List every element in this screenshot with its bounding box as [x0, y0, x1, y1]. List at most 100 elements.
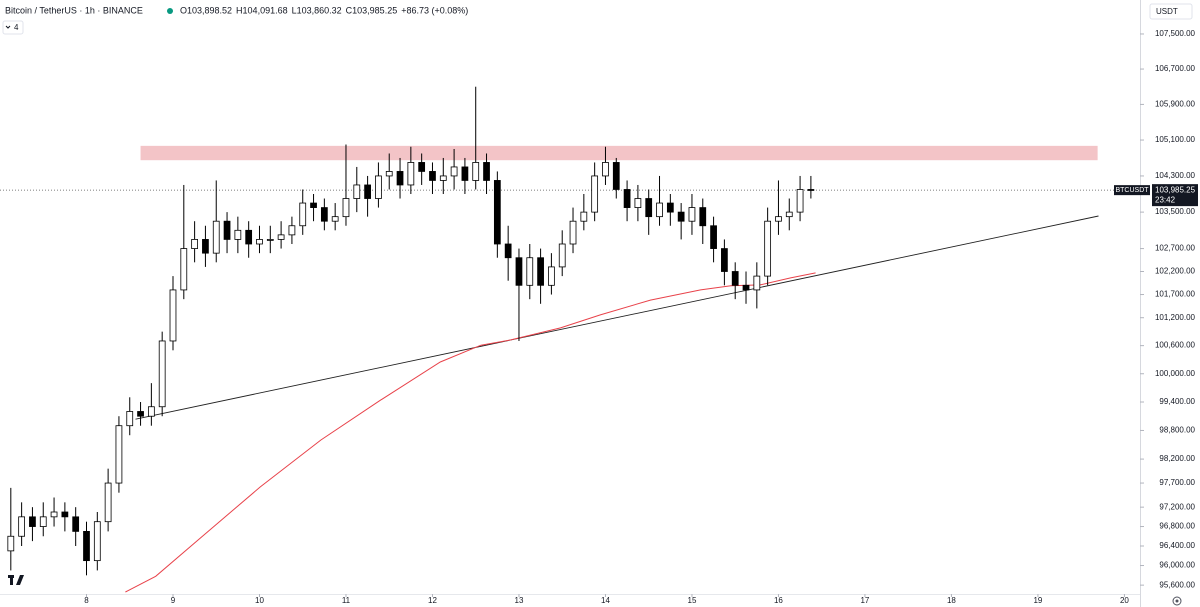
y-tick-label: 101,200.00: [1155, 313, 1196, 322]
chevron-icon: [5, 25, 11, 29]
y-tick-label: 103,500.00: [1155, 207, 1196, 216]
candle-body: [418, 162, 426, 172]
y-tick-label: 96,400.00: [1159, 541, 1195, 550]
candle-body: [753, 275, 761, 291]
candle-body: [320, 207, 328, 222]
candle-body: [504, 243, 512, 259]
candle-body: [277, 234, 285, 240]
ohlc-value: L103,860.32: [292, 5, 342, 15]
x-tick-label: 18: [947, 596, 956, 605]
last-price-box: [1152, 184, 1198, 207]
y-tick-label: 105,900.00: [1155, 100, 1196, 109]
tradingview-logo: [8, 575, 24, 585]
trendline: [135, 215, 1099, 420]
candle-body: [137, 411, 144, 417]
currency-button[interactable]: [1149, 3, 1193, 20]
candle-body: [83, 530, 90, 562]
candle-body: [515, 257, 523, 286]
candle-body: [385, 171, 393, 177]
candle-body: [429, 171, 436, 181]
market-status-dot[interactable]: [167, 8, 173, 14]
countdown-label: 23:42: [1155, 195, 1176, 204]
x-tick-label: 15: [688, 596, 697, 605]
settings-icon[interactable]: [1172, 596, 1182, 606]
x-tick-label: 8: [84, 596, 89, 605]
candle-body: [785, 211, 793, 218]
gear[interactable]: [1172, 596, 1182, 606]
candle-body: [180, 248, 188, 291]
resistance-zone: [140, 145, 1098, 161]
candle-body: [18, 516, 25, 537]
y-tick-label: 96,000.00: [1159, 561, 1195, 570]
candle-body: [364, 184, 371, 199]
x-tick-label: 12: [428, 596, 437, 605]
candle-body: [634, 198, 642, 208]
y-tick-label: 100,000.00: [1155, 369, 1196, 378]
y-tick-label: 106,700.00: [1155, 64, 1196, 73]
candle-body: [245, 229, 253, 245]
moving-average: [125, 272, 816, 593]
candle-body: [526, 257, 534, 286]
y-tick-label: 96,800.00: [1159, 522, 1195, 531]
candle-body: [266, 239, 274, 241]
candle-body: [126, 411, 134, 427]
candle-body: [310, 202, 317, 208]
candle-body: [472, 162, 480, 181]
ohlc-value: H104,091.68: [236, 5, 288, 15]
x-tick-label: 19: [1033, 596, 1042, 605]
ohlc-value: O103,898.52: [180, 5, 232, 15]
candle-body: [331, 216, 339, 222]
candle-body: [158, 340, 166, 408]
candle-body: [299, 202, 307, 227]
candle-body: [7, 535, 15, 552]
y-tick-label: 102,200.00: [1155, 267, 1196, 276]
indicator-count: 4: [14, 23, 19, 32]
candle-body: [764, 220, 772, 277]
x-tick-label: 9: [171, 596, 176, 605]
candle-body: [699, 207, 707, 227]
y-tick-label: 100,600.00: [1155, 341, 1196, 350]
indicator-toggle[interactable]: [2, 20, 24, 35]
y-tick-label: 98,800.00: [1159, 426, 1195, 435]
candle-body: [483, 162, 490, 181]
ohlc-value: +86.73 (+0.08%): [401, 5, 468, 15]
gear-center: [1175, 599, 1179, 603]
last-price-label: 103,985.25: [1155, 185, 1196, 194]
candle-body: [742, 284, 750, 291]
candle-body: [796, 189, 804, 213]
candle-body: [537, 257, 544, 286]
ohlc-legend: O103,898.52 H104,091.68 L103,860.32 C103,98…: [180, 5, 468, 15]
candle-body: [645, 198, 653, 218]
candle-body: [666, 202, 674, 213]
x-tick-label: 17: [860, 596, 869, 605]
candle-body: [104, 482, 112, 523]
y-tick-label: 97,200.00: [1159, 502, 1195, 511]
candle-body: [461, 166, 469, 181]
candle-body: [450, 166, 458, 177]
candle-body: [623, 189, 631, 208]
candle-body: [602, 162, 609, 177]
candle-body: [234, 229, 242, 240]
candle-body: [710, 225, 717, 249]
candle-body: [115, 425, 123, 484]
candle-body: [212, 220, 220, 254]
candle-body: [50, 511, 58, 518]
plot-area: [0, 86, 1114, 593]
candle-body: [147, 406, 155, 417]
candle-body: [439, 175, 447, 181]
candle-body: [731, 271, 739, 286]
y-tick-label: 97,700.00: [1159, 478, 1195, 487]
candle-body: [353, 184, 361, 199]
candle-body: [39, 516, 47, 527]
logo-part: [16, 575, 24, 585]
candle-body: [29, 516, 36, 527]
symbol-tag: BTCUSDT: [1115, 187, 1149, 194]
candle-body: [407, 162, 415, 186]
candle-body: [677, 211, 685, 222]
y-tick-label: 104,300.00: [1155, 171, 1196, 180]
candle-body: [72, 516, 80, 532]
y-tick-label: 95,600.00: [1159, 580, 1195, 589]
y-tick-label: 102,700.00: [1155, 244, 1196, 253]
